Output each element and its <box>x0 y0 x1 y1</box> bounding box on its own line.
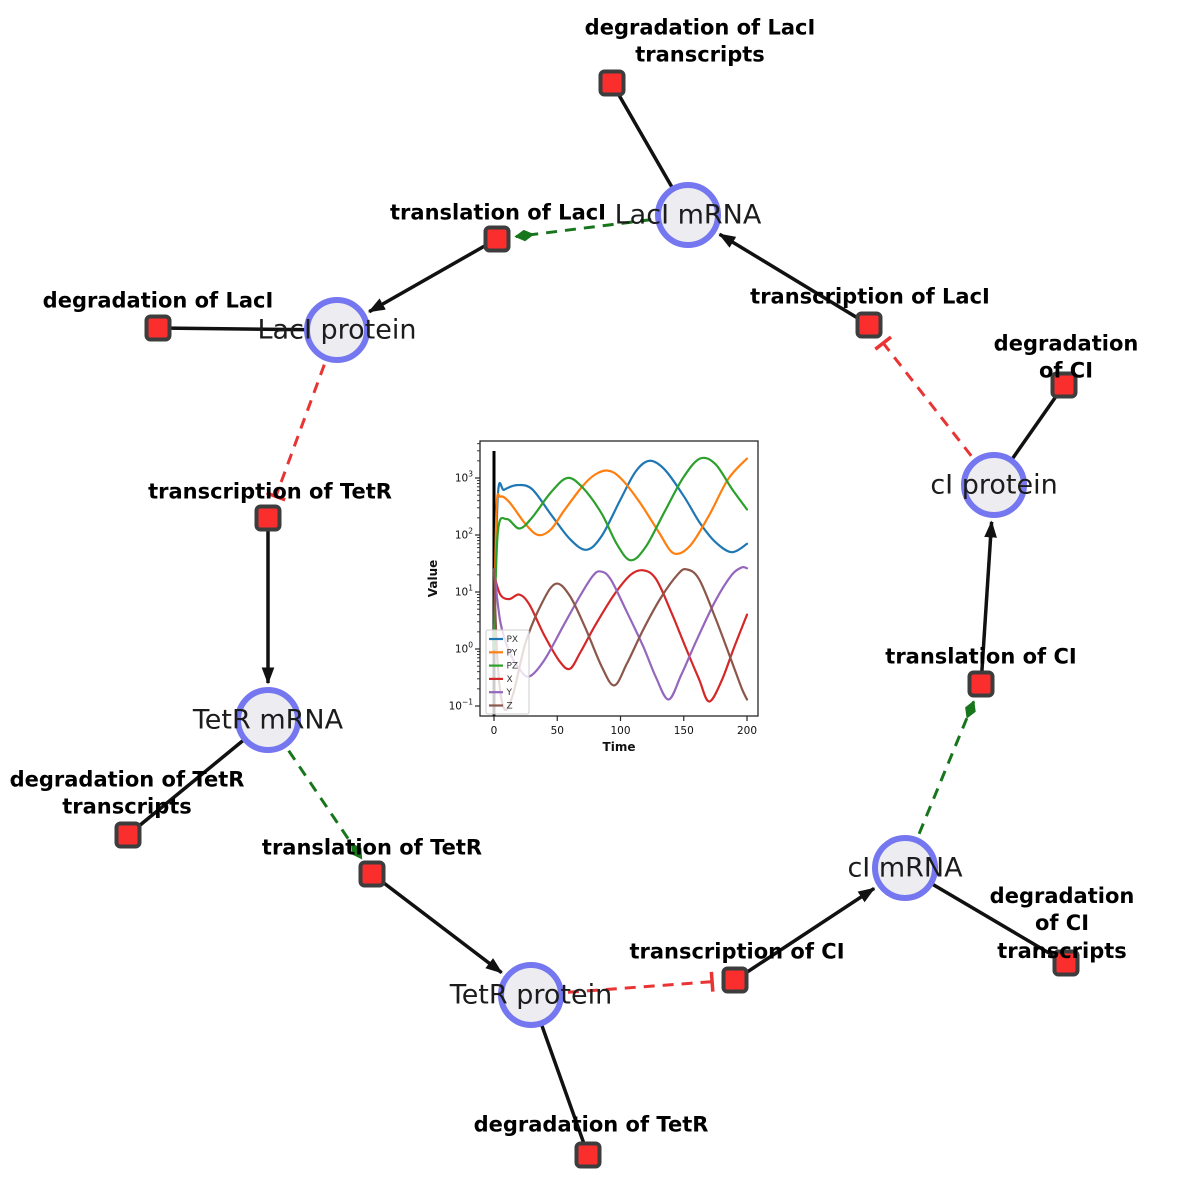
edge-ci-mrna-to-translation-ci <box>917 700 976 835</box>
reaction-node-transcription-tetr[interactable] <box>254 504 282 532</box>
edge-laci-mrna-to-translation-laci <box>514 218 652 242</box>
species-node-laci-protein[interactable] <box>304 297 370 363</box>
chart-legend-label-X: X <box>507 675 513 685</box>
chart-series-PX <box>492 459 749 651</box>
chart-y-tick: 102 <box>455 527 473 542</box>
chart-y-tick: 101 <box>455 584 473 599</box>
chart-series-X <box>492 569 749 703</box>
chart-legend-label-PY: PY <box>507 648 518 658</box>
chart-legend-label-PZ: PZ <box>507 662 519 672</box>
reaction-node-translation-tetr[interactable] <box>358 860 386 888</box>
chart-ylabel: Value <box>426 560 440 598</box>
edge-translation-ci-to-ci-protein <box>979 520 997 675</box>
reaction-node-deg-laci-transcripts[interactable] <box>598 69 626 97</box>
species-node-ci-protein[interactable] <box>961 452 1027 518</box>
edge-ci-protein-to-transcription-laci <box>874 335 973 457</box>
chart-x-tick: 200 <box>737 725 757 737</box>
chart-x-tick: 150 <box>674 725 694 737</box>
edge-transcription-ci-to-ci-mrna <box>742 886 876 976</box>
chart-series-PZ <box>492 456 749 651</box>
inset-chart-svg: 0 50 100 150 200 10−1 100 101 102 103 Time Value PX P… <box>425 433 775 768</box>
inset-chart: 0 50 100 150 200 10−1 100 101 102 103 Time Value PX P… <box>425 433 775 768</box>
reaction-node-deg-tetr-transcripts[interactable] <box>114 821 142 849</box>
chart-legend-label-Y: Y <box>506 688 513 698</box>
reaction-node-transcription-laci[interactable] <box>855 311 883 339</box>
chart-x-tick: 50 <box>551 725 564 737</box>
species-node-tetr-protein[interactable] <box>498 962 564 1028</box>
reaction-node-deg-ci-transcripts[interactable] <box>1052 949 1080 977</box>
chart-y-tick: 100 <box>455 641 473 656</box>
edge-laci-protein-to-transcription-tetr <box>266 364 326 502</box>
edge-transcription-laci-to-laci-mrna <box>718 232 862 322</box>
chart-y-tick: 10−1 <box>449 698 474 713</box>
chart-legend-label-Z: Z <box>507 702 513 712</box>
reaction-node-deg-laci[interactable] <box>144 314 172 342</box>
chart-legend-label-PX: PX <box>507 635 519 645</box>
species-node-laci-mrna[interactable] <box>655 182 721 248</box>
reaction-node-deg-ci[interactable] <box>1050 371 1078 399</box>
edge-tetr-protein-to-transcription-ci <box>567 971 715 994</box>
species-node-tetr-mrna[interactable] <box>235 687 301 753</box>
edge-translation-tetr-to-tetr-protein <box>378 878 503 974</box>
edge-translation-laci-to-laci-protein <box>367 242 490 314</box>
edge-tetr-mrna-to-translation-tetr <box>287 749 363 860</box>
chart-x-tick: 0 <box>491 725 498 737</box>
chart-xlabel: Time <box>603 740 636 754</box>
chart-x-tick: 100 <box>610 725 630 737</box>
chart-series-PY <box>492 457 749 651</box>
reaction-node-translation-laci[interactable] <box>483 225 511 253</box>
reaction-node-transcription-ci[interactable] <box>721 966 749 994</box>
reaction-node-translation-ci[interactable] <box>967 670 995 698</box>
chart-axes-box <box>479 440 759 717</box>
reaction-node-deg-tetr[interactable] <box>574 1141 602 1169</box>
species-node-ci-mrna[interactable] <box>872 835 938 901</box>
chart-y-tick: 103 <box>455 470 473 485</box>
